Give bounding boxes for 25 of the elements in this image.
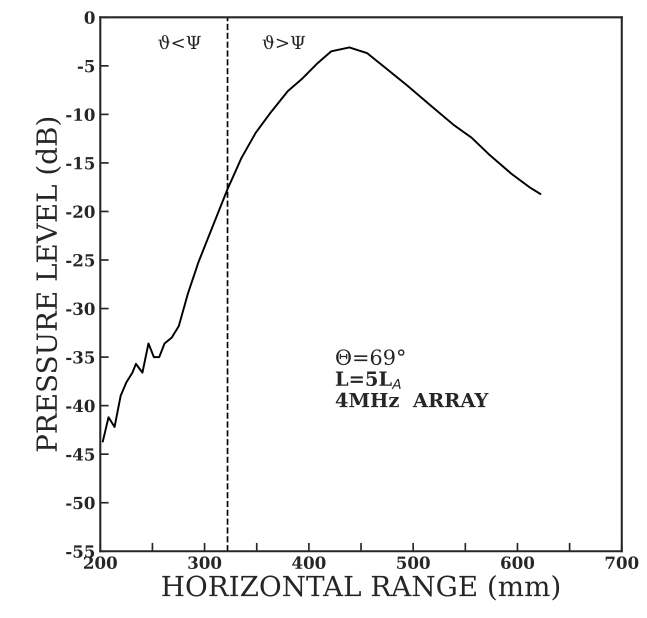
x-axis-title: HORIZONTAL RANGE (mm) bbox=[162, 575, 560, 600]
y-tick-label: -50 bbox=[66, 496, 95, 510]
x-tick-label: 200 bbox=[84, 556, 117, 570]
y-axis-title: PRESSURE LEVEL (dB) bbox=[36, 118, 62, 452]
y-tick-label: -35 bbox=[66, 351, 94, 364]
y-tick-label: -20 bbox=[66, 205, 95, 218]
y-tick-label: -45 bbox=[66, 448, 94, 461]
y-tick-label: -5 bbox=[78, 60, 94, 72]
y-tick-label: -55 bbox=[66, 545, 94, 558]
y-tick-label: -40 bbox=[66, 400, 95, 412]
x-tick-label: 500 bbox=[397, 556, 430, 570]
y-tick-label: -25 bbox=[66, 254, 94, 267]
annotation: ϑ>Ψ bbox=[262, 35, 306, 50]
y-tick-label: 0 bbox=[84, 11, 95, 24]
y-tick-label: -10 bbox=[66, 108, 95, 121]
x-tick-label: 400 bbox=[292, 556, 326, 570]
x-tick-label: 300 bbox=[188, 556, 222, 570]
y-tick-label: -15 bbox=[66, 156, 94, 170]
annotation: ϑ<Ψ bbox=[158, 35, 201, 50]
annotation: Θ=69° bbox=[336, 349, 404, 366]
annotation: L=5L$_{A}$ bbox=[336, 372, 401, 389]
x-tick-label: 700 bbox=[606, 556, 638, 570]
annotation: 4MHz ARRAY bbox=[336, 392, 489, 408]
x-tick-label: 600 bbox=[501, 556, 534, 570]
y-tick-label: -30 bbox=[66, 302, 95, 316]
